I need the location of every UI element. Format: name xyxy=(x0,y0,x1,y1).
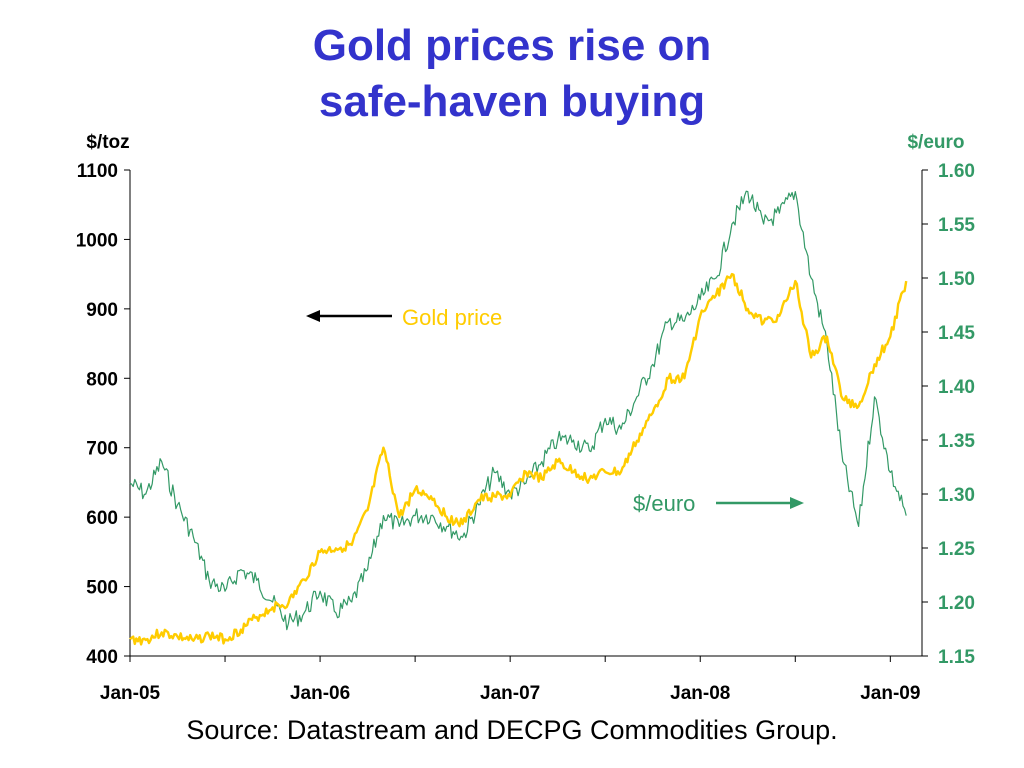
left-y-axis-label: $/toz xyxy=(86,132,129,153)
x-tick-label: Jan-07 xyxy=(480,683,540,704)
right-y-tick-label: 1.20 xyxy=(938,593,975,614)
left-y-tick-label: 900 xyxy=(86,300,118,321)
x-tick-label: Jan-06 xyxy=(290,683,350,704)
ticks-layer: 400 500 600 700 800 900 1000 1100 1.15 1.20 1.25 1.… xyxy=(76,161,976,704)
left-y-tick-label: 1000 xyxy=(76,230,118,251)
euro-arrow-head xyxy=(790,497,804,509)
right-y-tick-label: 1.50 xyxy=(938,269,975,290)
x-tick-label: Jan-09 xyxy=(860,683,920,704)
source-note: Source: Datastream and DECPG Commodities… xyxy=(186,715,838,745)
series-layer xyxy=(129,190,908,646)
right-y-tick-label: 1.30 xyxy=(938,485,975,506)
gold-price-annotation: Gold price xyxy=(402,305,502,330)
right-y-tick-label: 1.45 xyxy=(938,323,975,344)
x-tick-label: Jan-08 xyxy=(670,683,730,704)
right-y-axis-label: $/euro xyxy=(907,132,964,153)
left-y-tick-label: 1100 xyxy=(77,161,118,182)
right-y-tick-label: 1.35 xyxy=(938,431,975,452)
chart-title: Gold prices rise on safe-haven buying xyxy=(0,18,1024,130)
right-y-tick-label: 1.15 xyxy=(938,647,975,668)
x-tick-label: Jan-05 xyxy=(100,683,161,704)
euro-annotation: $/euro xyxy=(633,491,695,516)
chart-title-line-1: Gold prices rise on xyxy=(312,21,712,70)
series-line-gold-price xyxy=(129,272,908,646)
right-y-tick-label: 1.60 xyxy=(938,161,975,182)
left-y-tick-label: 500 xyxy=(86,578,118,599)
left-y-tick-label: 600 xyxy=(86,508,118,529)
axes-layer: $/toz $/euro xyxy=(86,132,965,657)
left-y-tick-label: 400 xyxy=(86,647,118,668)
right-y-tick-label: 1.40 xyxy=(938,377,975,398)
left-y-tick-label: 700 xyxy=(86,439,118,460)
right-y-tick-label: 1.25 xyxy=(938,539,975,560)
series-line--euro xyxy=(129,190,907,631)
gold-price-arrow-head xyxy=(306,310,320,322)
annotations-layer: Gold price $/euro xyxy=(306,305,804,516)
left-y-tick-label: 800 xyxy=(86,369,118,390)
chart-title-line-2: safe-haven buying xyxy=(318,77,706,126)
right-y-tick-label: 1.55 xyxy=(938,215,975,236)
